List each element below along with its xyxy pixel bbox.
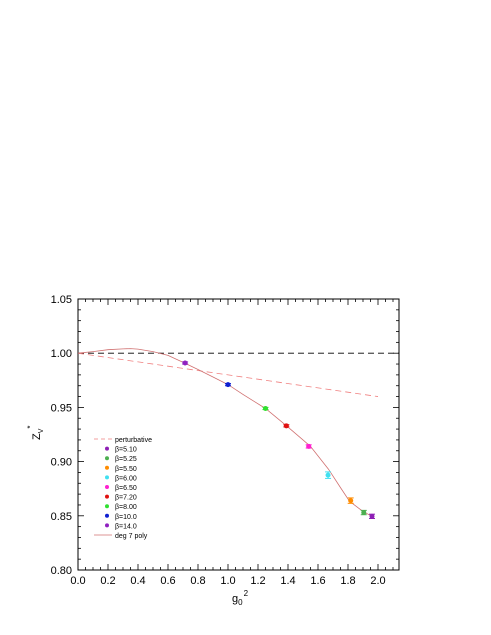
data-point bbox=[182, 360, 188, 366]
data-layer bbox=[77, 348, 399, 520]
y-tick-label: 0.95 bbox=[51, 402, 72, 414]
x-tick-label: 2.0 bbox=[370, 575, 385, 587]
data-point bbox=[306, 443, 312, 449]
legend-marker bbox=[105, 504, 109, 509]
axis-ticks: 0.0 0.2 0.4 0.6 0.8 1.0 1.2 1.4 1.6 1.8 2.0 0.80 0.8… bbox=[51, 294, 399, 587]
legend-marker bbox=[105, 456, 109, 461]
y-axis-label: ZV* bbox=[26, 425, 45, 440]
legend-label: β=5.25 bbox=[115, 456, 137, 463]
y-tick-label: 1.05 bbox=[51, 294, 72, 306]
legend-label: perturbative bbox=[115, 437, 152, 444]
plot-area bbox=[77, 298, 400, 571]
x-tick-label: 0.4 bbox=[130, 575, 145, 587]
y-tick-label: 0.85 bbox=[51, 511, 72, 523]
legend-label: β=7.20 bbox=[115, 495, 137, 502]
x-tick-label: 0.8 bbox=[190, 575, 205, 587]
legend-marker bbox=[105, 475, 109, 480]
legend-marker bbox=[105, 513, 109, 518]
data-point bbox=[225, 382, 231, 388]
x-tick-label: 1.8 bbox=[340, 575, 355, 587]
x-axis-label: g02 bbox=[232, 589, 249, 607]
x-tick-label: 1.2 bbox=[250, 575, 265, 587]
legend-label: deg 7 poly bbox=[115, 533, 148, 540]
y-tick-label: 1.00 bbox=[51, 348, 72, 360]
legend: perturbative β=5.10 β=5.25 β=5.50 β=6.00 β=6.… bbox=[94, 437, 152, 540]
data-point bbox=[263, 405, 268, 411]
data-point bbox=[283, 423, 289, 429]
data-point bbox=[348, 498, 354, 504]
legend-label: β=6.50 bbox=[115, 485, 137, 492]
x-tick-label: 0.2 bbox=[100, 575, 115, 587]
axis-labels: g02 ZV* bbox=[26, 425, 249, 607]
legend-label: β=5.50 bbox=[115, 466, 137, 473]
data-point bbox=[361, 510, 367, 516]
legend-marker bbox=[105, 465, 109, 470]
legend-label: β=10.0 bbox=[115, 514, 137, 521]
x-tick-label: 1.4 bbox=[280, 575, 295, 587]
fit-curve bbox=[77, 348, 373, 517]
legend-marker bbox=[105, 523, 109, 528]
perturbative-line bbox=[77, 352, 379, 397]
x-tick-label: 0.6 bbox=[160, 575, 175, 587]
legend-marker bbox=[105, 446, 109, 451]
y-tick-label: 0.90 bbox=[51, 457, 72, 469]
data-point bbox=[325, 472, 331, 478]
x-tick-label: 0.0 bbox=[70, 575, 85, 587]
legend-marker bbox=[105, 485, 109, 489]
legend-label: β=8.00 bbox=[115, 504, 137, 511]
legend-label: β=6.00 bbox=[115, 475, 137, 482]
x-tick-label: 1.6 bbox=[310, 575, 325, 587]
legend-label: β=14.0 bbox=[115, 523, 137, 530]
data-point bbox=[369, 513, 375, 519]
legend-marker bbox=[105, 494, 109, 499]
x-tick-label: 1.0 bbox=[220, 575, 235, 587]
y-tick-label: 0.80 bbox=[51, 565, 72, 577]
plot-frame bbox=[77, 298, 400, 571]
legend-label: β=5.10 bbox=[115, 447, 137, 454]
